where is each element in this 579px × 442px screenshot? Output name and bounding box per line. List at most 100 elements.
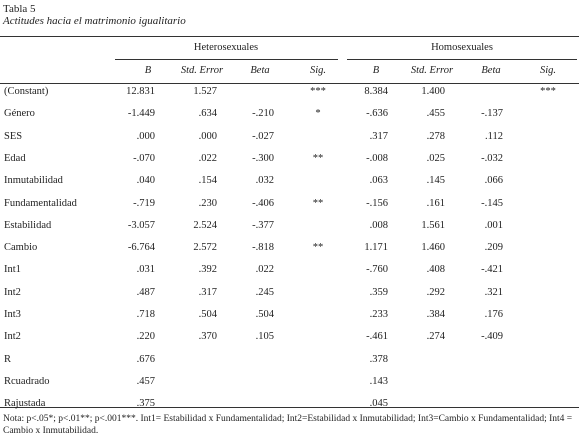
column-header: Std. Error (410, 65, 454, 76)
bottom-rule (0, 407, 579, 408)
value-cell: .045 (369, 398, 388, 410)
value-cell: -.027 (252, 130, 274, 142)
column-header: B (144, 65, 152, 76)
column-header: B (372, 65, 380, 76)
value-cell: 2.524 (193, 219, 217, 231)
value-cell: .375 (136, 398, 155, 410)
value-cell: .457 (136, 375, 155, 387)
value-cell: -.406 (252, 197, 274, 209)
value-cell: 12.831 (126, 86, 155, 97)
value-cell: .063 (369, 175, 388, 187)
row-label: Fundamentalidad (4, 197, 77, 209)
value-cell: .408 (426, 264, 445, 276)
row-label: R (4, 353, 12, 365)
column-header: Beta (481, 65, 501, 76)
value-cell: .676 (136, 353, 155, 365)
group-rule (347, 59, 577, 60)
row-label: Rajustada (4, 398, 46, 410)
value-cell: 1.460 (421, 242, 445, 254)
value-cell: .143 (369, 375, 388, 387)
row-label: Cambio (4, 242, 38, 254)
sig-cell: ** (312, 152, 324, 164)
column-header: Sig. (309, 65, 327, 76)
value-cell: .245 (255, 286, 274, 298)
value-cell: -.719 (133, 197, 155, 209)
value-cell: -.636 (366, 108, 388, 120)
value-cell: .233 (369, 309, 388, 320)
sig-cell: * (315, 108, 321, 120)
value-cell: .025 (426, 152, 445, 164)
value-cell: .292 (426, 286, 445, 298)
table-title: Tabla 5 (3, 3, 36, 15)
value-cell: .634 (198, 108, 217, 120)
value-cell: .370 (198, 331, 217, 343)
value-cell: .001 (484, 219, 503, 231)
row-label: Int2 (4, 331, 21, 343)
value-cell: .718 (136, 309, 155, 320)
value-cell: -.421 (481, 264, 503, 276)
value-cell: .112 (485, 130, 503, 142)
value-cell: .145 (426, 175, 445, 187)
row-label: Int2 (4, 286, 21, 298)
row-label: SES (4, 130, 23, 142)
column-header: Sig. (539, 65, 557, 76)
sig-cell: *** (310, 86, 326, 97)
row-label: Inmutabilidad (4, 175, 63, 187)
row-label: Género (4, 108, 35, 120)
value-cell: -.461 (366, 331, 388, 343)
value-cell: -.377 (252, 219, 274, 231)
value-cell: .317 (198, 286, 217, 298)
header-rule (0, 83, 579, 84)
row-label: Int3 (4, 309, 21, 320)
sig-cell: ** (312, 197, 324, 209)
value-cell: .504 (198, 309, 217, 320)
value-cell: -.137 (481, 108, 503, 120)
value-cell: -.070 (133, 152, 155, 164)
group-header: Homosexuales (431, 42, 493, 53)
table-note: Nota: p<.05*; p<.01**; p<.001***. Int1= … (3, 414, 573, 436)
value-cell: .031 (136, 264, 155, 276)
value-cell: -.818 (252, 242, 274, 254)
value-cell: .220 (136, 331, 155, 343)
value-cell: -1.449 (127, 108, 155, 120)
value-cell: -.210 (252, 108, 274, 120)
value-cell: .040 (136, 175, 155, 187)
value-cell: 1.527 (193, 86, 217, 97)
value-cell: -.156 (366, 197, 388, 209)
value-cell: .154 (198, 175, 217, 187)
value-cell: 2.572 (193, 242, 217, 254)
value-cell: -.409 (481, 331, 503, 343)
value-cell: .321 (484, 286, 503, 298)
value-cell: -.300 (252, 152, 274, 164)
row-label: Rcuadrado (4, 375, 50, 387)
value-cell: .105 (255, 331, 274, 343)
row-label: Edad (4, 152, 26, 164)
value-cell: -6.764 (127, 242, 155, 254)
value-cell: -.032 (481, 152, 503, 164)
value-cell: .176 (484, 309, 503, 320)
value-cell: -.760 (366, 264, 388, 276)
value-cell: 8.384 (364, 86, 388, 97)
value-cell: .000 (198, 130, 217, 142)
value-cell: .022 (255, 264, 274, 276)
value-cell: .022 (198, 152, 217, 164)
value-cell: -.145 (481, 197, 503, 209)
row-label: (Constant) (4, 86, 49, 97)
group-header: Heterosexuales (193, 42, 259, 53)
top-rule (0, 36, 579, 37)
table-subtitle: Actitudes hacia el matrimonio igualitari… (3, 15, 186, 27)
row-label: Int1 (4, 264, 21, 276)
value-cell: 1.561 (421, 219, 445, 231)
value-cell: -.008 (366, 152, 388, 164)
value-cell: .392 (198, 264, 217, 276)
value-cell: .384 (426, 309, 445, 320)
value-cell: .008 (369, 219, 388, 231)
value-cell: .317 (369, 130, 388, 142)
column-header: Std. Error (180, 65, 224, 76)
value-cell: .032 (255, 175, 274, 187)
value-cell: .278 (426, 130, 445, 142)
value-cell: .504 (255, 309, 274, 320)
value-cell: .378 (369, 353, 388, 365)
value-cell: .230 (198, 197, 217, 209)
